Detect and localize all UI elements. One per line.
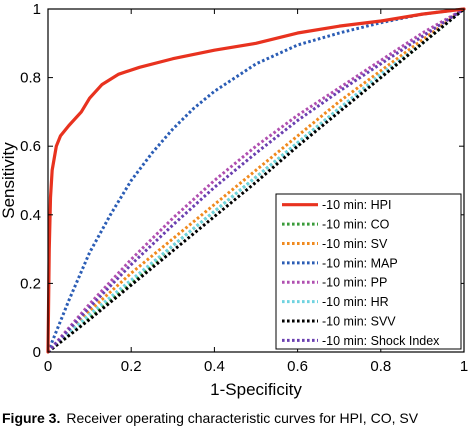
y-tick-label: 0.8 (20, 70, 41, 87)
x-tick-label: 0.2 (121, 358, 142, 375)
series-line-7 (46, 7, 465, 354)
y-tick-label: 0 (33, 344, 41, 361)
series-line-3 (46, 7, 465, 353)
series-line-4 (46, 7, 465, 353)
chart-svg: 0 0.2 0.4 0.6 0.8 1 0 0.2 0.4 0.6 0.8 1 1-Specifici… (0, 1, 468, 399)
series-group (46, 7, 466, 354)
legend: -10 min: HPI -10 min: CO -10 min: SV -10 mi… (275, 193, 462, 350)
legend-label-5: -10 min: HR (322, 295, 389, 309)
figure-caption-label: Figure 3. (2, 410, 61, 426)
y-axis-title: Sensitivity (0, 142, 18, 219)
plot-frame (47, 8, 465, 353)
series-line-5 (46, 7, 465, 354)
x-tick-label: 0.8 (370, 358, 391, 375)
x-tick-label: 0 (44, 358, 52, 375)
legend-box (275, 193, 462, 350)
figure-caption-text: Receiver operating characteristic curves… (66, 410, 419, 426)
y-tick-label: 0.4 (20, 207, 41, 224)
figure-caption: Figure 3. Receiver operating characterist… (2, 409, 474, 427)
legend-label-2: -10 min: SV (322, 237, 388, 251)
legend-label-4: -10 min: PP (322, 276, 387, 290)
y-tick-label: 0.2 (20, 275, 41, 292)
legend-label-0: -10 min: HPI (322, 198, 391, 212)
legend-label-6: -10 min: SVV (322, 314, 396, 328)
legend-label-1: -10 min: CO (322, 218, 390, 232)
x-axis-title: 1-Specificity (210, 380, 302, 399)
ticks-group: 0 0.2 0.4 0.6 0.8 1 0 0.2 0.4 0.6 0.8 1 (20, 1, 468, 375)
x-tick-label: 0.4 (204, 358, 225, 375)
legend-label-7: -10 min: Shock Index (322, 334, 440, 348)
y-tick-label: 1 (33, 1, 41, 18)
series-line-0 (46, 7, 466, 354)
x-tick-label: 0.6 (287, 358, 308, 375)
x-tick-label: 1 (460, 358, 468, 375)
legend-label-3: -10 min: MAP (322, 256, 398, 270)
y-tick-label: 0.6 (20, 138, 41, 155)
